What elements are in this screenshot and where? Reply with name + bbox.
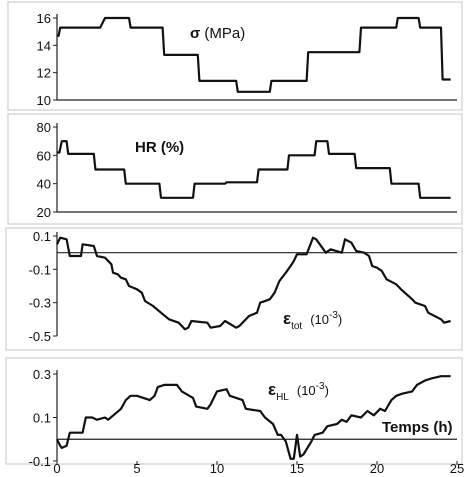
y-tick-label-sigma-2: 14 — [37, 38, 51, 53]
x-tick-label-0: 0 — [53, 461, 60, 476]
y-tick-label-hr-2: 60 — [37, 148, 51, 163]
y-tick-label-etot-2: -0.3 — [29, 296, 51, 311]
title-unit-etot: (10 — [310, 312, 329, 327]
x-tick-label-5: 25 — [450, 461, 464, 476]
series-line-hr-0 — [57, 140, 451, 199]
y-tick-label-hr-3: 80 — [37, 120, 51, 135]
y-tick-label-etot-1: -0.1 — [29, 262, 51, 277]
panel-frame-2 — [7, 113, 463, 225]
x-tick-label-2: 10 — [210, 461, 224, 476]
title-subscript-etot: tot — [291, 321, 302, 332]
panel-etot: 0.1 -0.1 -0.3 -0.5 εtot (10-3) — [29, 229, 457, 344]
y-tick-label-hr-1: 40 — [37, 177, 51, 192]
panel-frame-4 — [5, 357, 463, 465]
series-line-etot-0 — [56, 236, 451, 331]
y-tick-label-ehl-0: 0.3 — [33, 367, 51, 382]
title-symbol-ehl: ε — [268, 380, 276, 399]
series-line-sigma-0 — [57, 16, 451, 93]
x-tick-label-1: 5 — [133, 461, 140, 476]
x-tick-label-3: 15 — [290, 461, 304, 476]
title-symbol-sigma: σ — [190, 25, 200, 42]
title-symbol-etot: ε — [283, 309, 291, 328]
y-tick-label-ehl-2: -0.1 — [29, 454, 51, 469]
panels: 10 12 14 16 σ (MPa) 20 40 60 80 HR (%) 0.1 -0.1 -0.3… — [29, 11, 465, 476]
title-subscript-ehl: HL — [276, 392, 289, 403]
y-tick-label-sigma-1: 12 — [37, 66, 51, 81]
x-tick-label-4: 20 — [370, 461, 384, 476]
panel-hr: 20 40 60 80 HR (%) — [37, 120, 457, 220]
panel-sigma: 10 12 14 16 σ (MPa) — [37, 11, 457, 108]
panel-title-hr: HR (%) — [135, 139, 184, 156]
y-tick-label-ehl-1: 0.1 — [33, 411, 51, 426]
title-unit-sigma: (MPa) — [200, 25, 245, 42]
title-superscript-ehl: -3 — [316, 381, 325, 392]
panel-frame-1 — [7, 1, 463, 111]
y-tick-label-etot-3: -0.5 — [29, 329, 51, 344]
y-tick-label-sigma-0: 10 — [37, 93, 51, 108]
series-line-ehl-0 — [56, 375, 451, 460]
y-tick-label-sigma-3: 16 — [37, 11, 51, 26]
y-tick-label-hr-0: 20 — [37, 205, 51, 220]
panel-title-sigma: σ (MPa) — [190, 25, 245, 42]
y-tick-label-etot-0: 0.1 — [33, 229, 51, 244]
title-superscript-etot: -3 — [329, 310, 338, 321]
x-axis-label: Temps (h) — [382, 419, 453, 436]
title-close-ehl: ) — [325, 383, 329, 398]
title-close-etot: ) — [338, 312, 342, 327]
panel-ehl: 0.3 0.1 -0.1 0 5 10 15 20 25 εHL (10-3) Temps (h) — [29, 367, 465, 476]
panel-title-etot: εtot (10-3) — [283, 309, 342, 332]
panel-frame-3 — [5, 227, 463, 351]
title-unit-ehl: (10 — [297, 383, 316, 398]
panel-title-ehl: εHL (10-3) — [268, 380, 329, 403]
